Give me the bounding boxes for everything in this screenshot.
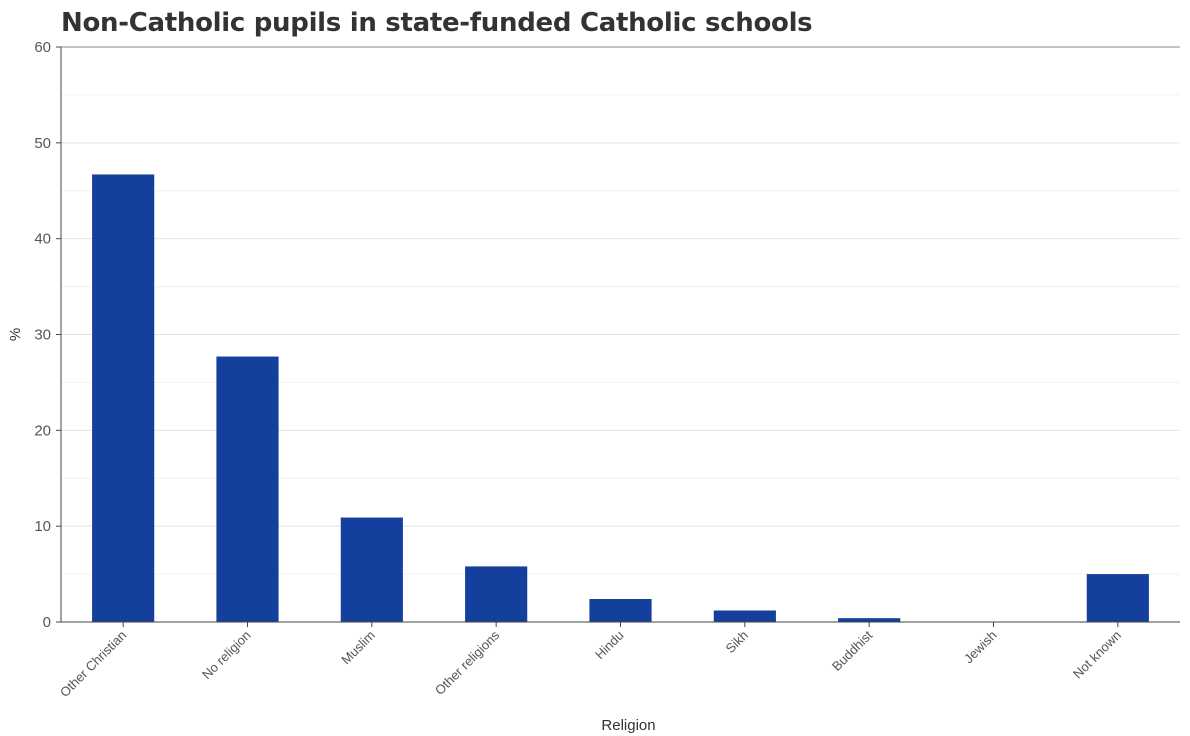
bar <box>713 610 776 622</box>
bar <box>589 599 652 622</box>
y-tick-label: 50 <box>34 135 51 152</box>
y-tick-label: 40 <box>34 231 51 248</box>
x-tick-label: Muslim <box>338 628 378 668</box>
chart-title: Non-Catholic pupils in state-funded Cath… <box>61 8 813 38</box>
x-tick-labels: Other Christian No religion Muslim Other re… <box>57 622 1124 700</box>
bar <box>216 356 279 622</box>
x-tick-label: No religion <box>199 628 254 683</box>
y-axis-title: % <box>7 328 24 341</box>
bar <box>340 517 403 622</box>
bar <box>838 618 901 622</box>
y-tick-label: 20 <box>34 422 51 439</box>
y-tick-label: 30 <box>34 327 51 344</box>
x-tick-label: Jewish <box>961 628 1000 667</box>
bar <box>1086 574 1149 622</box>
bar <box>465 566 528 622</box>
x-tick-label: Other Christian <box>57 628 129 700</box>
x-tick-label: Hindu <box>592 628 627 663</box>
x-tick-label: Buddhist <box>829 627 876 674</box>
bars <box>92 174 1149 623</box>
x-tick-label: Not known <box>1070 628 1124 682</box>
x-tick-label: Sikh <box>722 628 750 656</box>
bar <box>92 174 155 623</box>
x-tick-label: Other religions <box>432 627 503 698</box>
x-axis-title: Religion <box>601 717 655 734</box>
y-tick-label: 60 <box>34 39 51 56</box>
y-tick-label: 0 <box>43 614 51 631</box>
y-tick-labels: 0 10 20 30 40 50 60 <box>34 39 61 631</box>
y-tick-label: 10 <box>34 518 51 535</box>
